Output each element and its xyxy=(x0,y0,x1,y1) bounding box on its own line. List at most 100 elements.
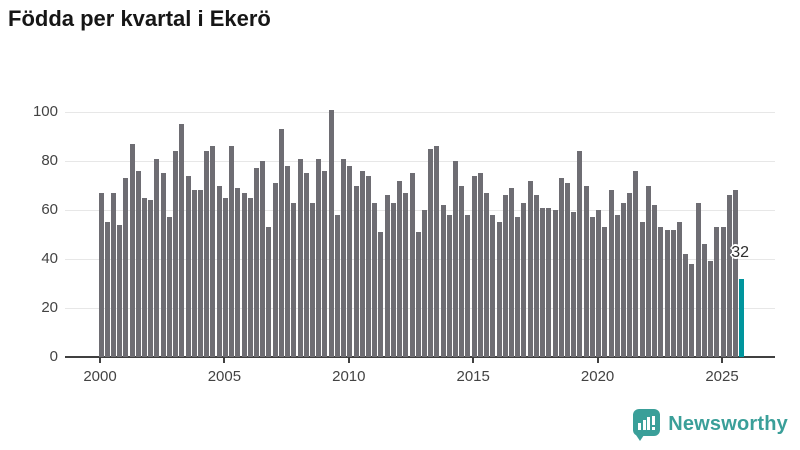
bar xyxy=(652,205,658,357)
bar xyxy=(334,214,340,357)
bar xyxy=(732,190,738,357)
bar xyxy=(689,263,695,357)
bar xyxy=(210,146,216,357)
x-tick-mark xyxy=(596,357,599,363)
bar xyxy=(247,197,253,357)
y-tick-label: 20 xyxy=(41,299,58,316)
bar xyxy=(527,180,533,357)
bar xyxy=(241,192,247,357)
bar xyxy=(577,151,583,357)
bar xyxy=(521,202,527,357)
bar xyxy=(142,197,148,357)
bar xyxy=(285,165,291,357)
last-value-label: 32 xyxy=(731,243,750,261)
x-tick-label: 2005 xyxy=(207,368,242,385)
bar xyxy=(117,224,123,357)
x-axis-line xyxy=(65,356,775,358)
x-tick-label: 2015 xyxy=(456,368,490,385)
bar xyxy=(216,185,222,357)
bar xyxy=(589,217,595,357)
bar xyxy=(633,170,639,357)
newsworthy-logo-text: Newsworthy xyxy=(668,412,788,435)
bar xyxy=(148,200,154,357)
bar xyxy=(235,187,241,357)
y-tick-label: 60 xyxy=(41,201,58,218)
bar xyxy=(303,173,309,357)
bar xyxy=(110,192,116,357)
bar xyxy=(540,207,546,357)
bar xyxy=(533,195,539,357)
bar xyxy=(583,185,589,357)
bar xyxy=(198,190,204,357)
chart-title: Födda per kvartal i Ekerö xyxy=(8,6,271,31)
bar xyxy=(471,175,477,357)
x-tick-mark xyxy=(347,357,350,363)
x-tick-mark xyxy=(99,357,101,363)
y-tick-label: 80 xyxy=(41,152,58,169)
bar xyxy=(726,195,732,357)
bar xyxy=(509,187,515,357)
bar xyxy=(341,158,347,357)
bar xyxy=(384,195,390,357)
bar xyxy=(397,180,403,357)
bar xyxy=(720,227,726,357)
bar xyxy=(627,192,633,357)
bar xyxy=(322,170,328,357)
bar xyxy=(695,202,701,357)
x-tick-label: 2010 xyxy=(332,368,366,385)
bar xyxy=(496,222,502,357)
bar xyxy=(403,192,409,357)
bar xyxy=(708,261,714,357)
bar xyxy=(446,214,452,357)
bar xyxy=(135,170,141,357)
bar-highlighted-latest-quarter xyxy=(739,278,745,357)
bar xyxy=(701,244,707,357)
bar xyxy=(670,229,676,357)
bar xyxy=(409,173,415,357)
bar xyxy=(714,227,720,357)
bar xyxy=(309,202,315,357)
bar xyxy=(365,175,371,357)
bar xyxy=(129,143,135,357)
bar xyxy=(676,222,682,357)
x-tick-mark xyxy=(721,357,723,363)
bar xyxy=(173,151,179,357)
bar-series xyxy=(98,109,746,357)
bar xyxy=(502,195,508,357)
bar xyxy=(372,202,378,357)
bar xyxy=(179,124,185,357)
bar xyxy=(254,168,259,357)
y-tick-label: 40 xyxy=(41,250,58,267)
bar xyxy=(123,178,129,357)
bar xyxy=(222,197,228,357)
bar xyxy=(565,183,570,357)
bar xyxy=(347,165,353,357)
bar xyxy=(104,222,110,357)
bar xyxy=(291,202,297,357)
bar xyxy=(546,207,552,357)
bar xyxy=(515,217,521,357)
bar xyxy=(484,192,490,357)
bar xyxy=(602,227,608,357)
bar xyxy=(260,161,266,357)
x-tick-label: 2025 xyxy=(705,368,739,385)
newsworthy-logo[interactable]: Newsworthy xyxy=(633,406,788,442)
bar xyxy=(154,158,160,357)
bar xyxy=(664,229,670,357)
bar xyxy=(204,151,210,357)
bar xyxy=(160,173,166,357)
x-tick-mark xyxy=(223,357,226,363)
bar xyxy=(415,232,421,357)
bar xyxy=(278,129,284,357)
bar xyxy=(465,214,471,357)
bar xyxy=(166,217,172,357)
bar xyxy=(453,161,459,357)
bar xyxy=(421,210,427,357)
x-tick-label: 2020 xyxy=(580,368,615,385)
bar xyxy=(316,158,322,357)
bar xyxy=(378,232,384,357)
bar xyxy=(639,222,645,357)
x-tick-mark xyxy=(472,357,475,363)
bar xyxy=(558,178,564,357)
